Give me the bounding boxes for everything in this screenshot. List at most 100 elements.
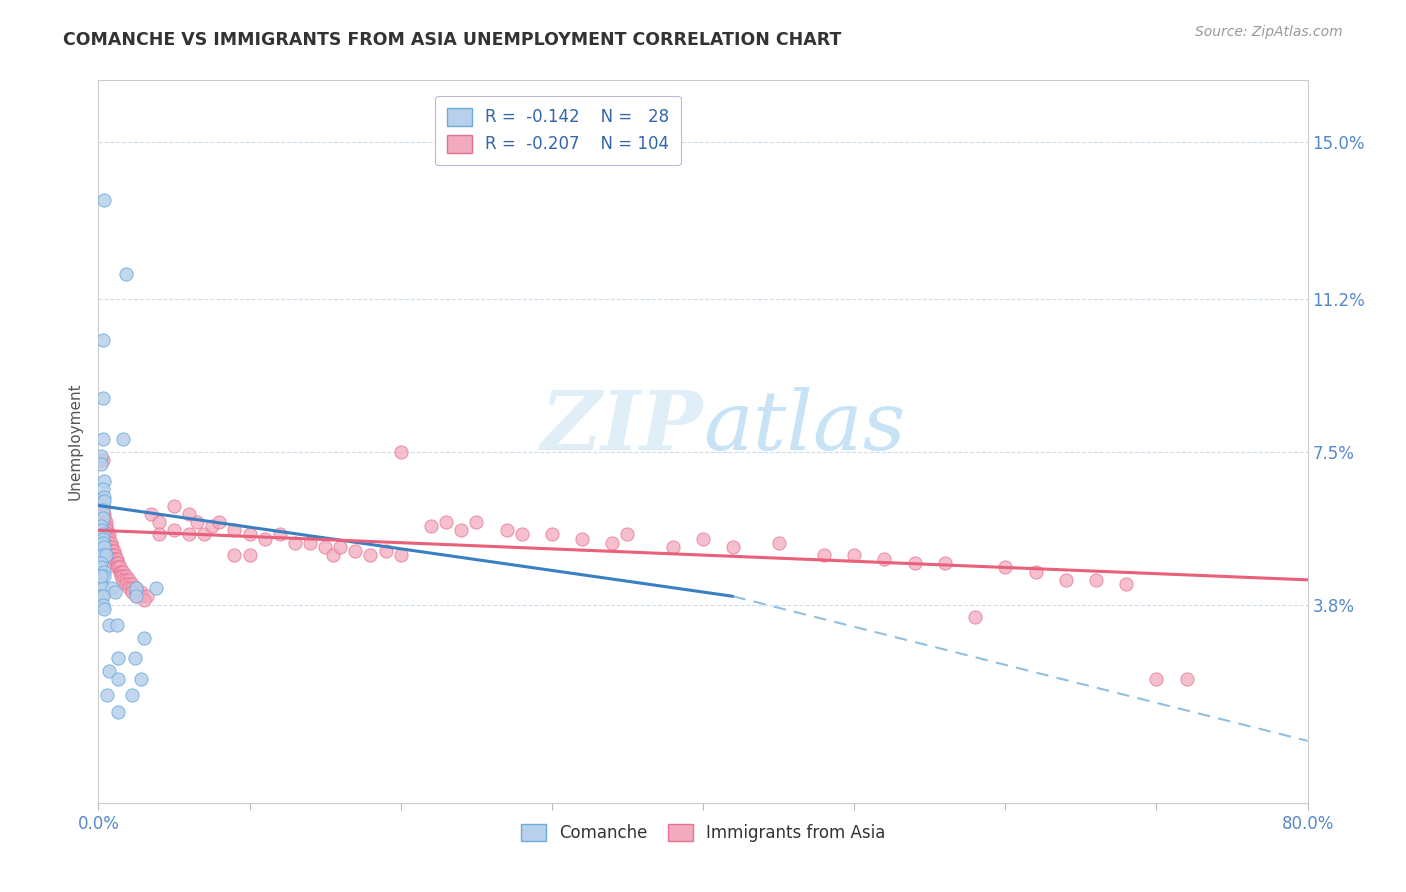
Point — [91, 334, 114, 348]
Point — [93, 490, 115, 504]
Point — [540, 527, 562, 541]
Point — [96, 532, 118, 546]
Point — [110, 565, 132, 579]
Point — [91, 391, 114, 405]
Point — [420, 519, 443, 533]
Point — [101, 540, 124, 554]
Point — [495, 524, 517, 538]
Point — [107, 560, 129, 574]
Point — [1054, 573, 1077, 587]
Point — [114, 573, 136, 587]
Text: Source: ZipAtlas.com: Source: ZipAtlas.com — [1195, 25, 1343, 39]
Point — [269, 527, 291, 541]
Point — [110, 568, 132, 582]
Point — [107, 651, 129, 665]
Point — [94, 515, 117, 529]
Point — [91, 511, 114, 525]
Point — [322, 548, 344, 562]
Point — [125, 590, 148, 604]
Point — [91, 548, 114, 562]
Point — [129, 585, 152, 599]
Point — [571, 532, 593, 546]
Point — [93, 601, 115, 615]
Point — [90, 524, 112, 538]
Point — [135, 590, 157, 604]
Point — [141, 507, 163, 521]
Point — [193, 527, 215, 541]
Point — [90, 499, 112, 513]
Point — [100, 535, 122, 549]
Point — [934, 557, 956, 571]
Point — [104, 585, 127, 599]
Point — [107, 557, 129, 571]
Point — [90, 511, 112, 525]
Point — [129, 590, 152, 604]
Point — [91, 482, 114, 496]
Point — [98, 535, 121, 549]
Point — [125, 581, 148, 595]
Point — [389, 445, 412, 459]
Point — [105, 552, 128, 566]
Point — [121, 585, 143, 599]
Point — [103, 544, 125, 558]
Point — [329, 540, 352, 554]
Point — [100, 540, 122, 554]
Point — [98, 618, 121, 632]
Point — [873, 552, 896, 566]
Point — [768, 535, 790, 549]
Point — [118, 577, 141, 591]
Text: ZIP: ZIP — [540, 387, 703, 467]
Point — [965, 610, 987, 624]
Point — [1175, 672, 1198, 686]
Point — [132, 593, 155, 607]
Point — [101, 548, 124, 562]
Point — [389, 548, 412, 562]
Point — [96, 527, 118, 541]
Point — [1024, 565, 1046, 579]
Point — [93, 511, 115, 525]
Point — [98, 527, 121, 541]
Point — [118, 573, 141, 587]
Point — [121, 581, 143, 595]
Point — [239, 548, 262, 562]
Point — [434, 515, 457, 529]
Point — [90, 577, 112, 591]
Point — [94, 527, 117, 541]
Point — [124, 651, 146, 665]
Point — [813, 548, 835, 562]
Point — [129, 672, 152, 686]
Point — [90, 568, 112, 582]
Point — [91, 502, 114, 516]
Point — [94, 548, 117, 562]
Point — [91, 499, 114, 513]
Point — [91, 532, 114, 546]
Point — [125, 590, 148, 604]
Point — [107, 705, 129, 719]
Point — [360, 548, 382, 562]
Point — [98, 532, 121, 546]
Point — [132, 631, 155, 645]
Point — [616, 527, 638, 541]
Point — [105, 618, 128, 632]
Point — [145, 581, 167, 595]
Point — [107, 672, 129, 686]
Point — [121, 689, 143, 703]
Point — [98, 540, 121, 554]
Point — [314, 540, 336, 554]
Point — [101, 581, 124, 595]
Point — [111, 433, 134, 447]
Point — [125, 585, 148, 599]
Point — [93, 474, 115, 488]
Point — [208, 515, 231, 529]
Point — [94, 532, 117, 546]
Point — [510, 527, 533, 541]
Point — [148, 527, 170, 541]
Point — [93, 565, 115, 579]
Point — [108, 565, 131, 579]
Point — [904, 557, 927, 571]
Point — [91, 433, 114, 447]
Point — [103, 548, 125, 562]
Point — [93, 193, 115, 207]
Point — [90, 519, 112, 533]
Point — [114, 268, 136, 282]
